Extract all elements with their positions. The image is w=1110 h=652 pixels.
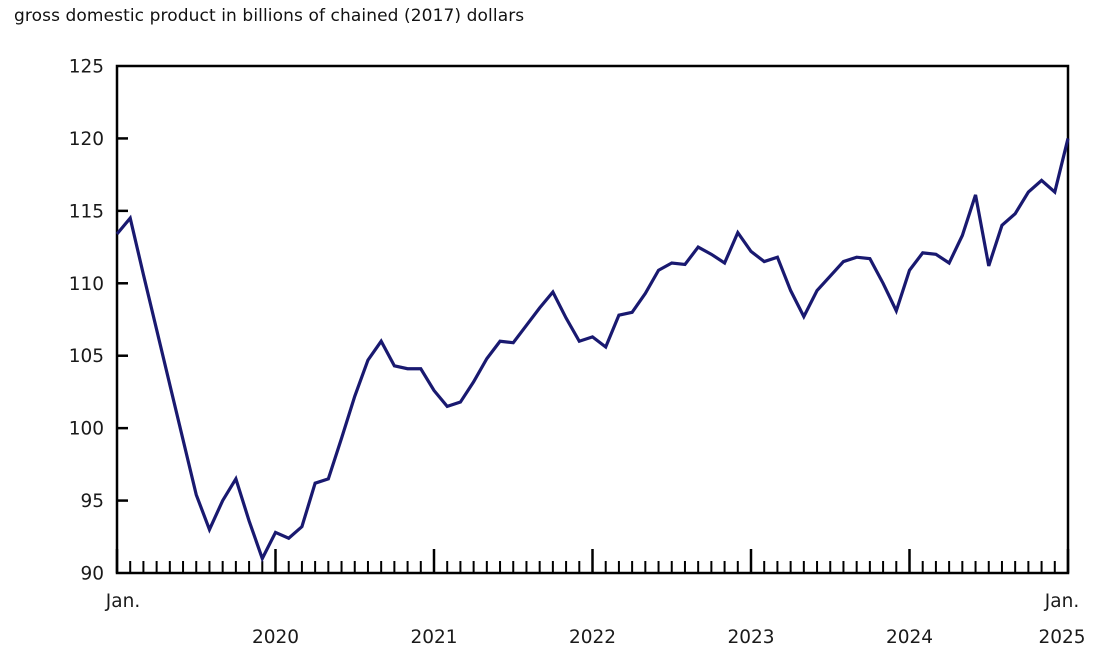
x-axis-year-label: 2024 <box>886 627 933 648</box>
y-axis-tick-label: 95 <box>80 491 104 512</box>
x-axis-year-label: 2021 <box>410 627 457 648</box>
page-title: gross domestic product in billions of ch… <box>14 6 525 26</box>
plot-frame <box>115 64 1070 575</box>
y-axis-ticks <box>117 137 128 502</box>
x-axis-tick-labels: Jan. Jan. 2020 2021 2022 2023 2024 2025 <box>105 591 1086 648</box>
x-axis-year-label: 2022 <box>569 627 616 648</box>
y-axis-tick-label: 115 <box>69 201 104 222</box>
x-axis-year-label: 2020 <box>252 627 299 648</box>
y-axis-tick-label: 120 <box>69 129 104 150</box>
gdp-series-line <box>115 138 1070 563</box>
y-axis-tick-label: 110 <box>69 274 104 295</box>
y-axis-tick-labels: 90 95 100 105 110 115 120 125 <box>69 57 104 585</box>
x-axis-ticks <box>115 549 1070 573</box>
y-axis-tick-label: 90 <box>80 564 104 585</box>
x-axis-year-label: 2025 <box>1038 627 1085 648</box>
x-axis-month-label: Jan. <box>1044 591 1079 612</box>
y-axis-tick-label: 100 <box>69 419 104 440</box>
y-axis-tick-label: 125 <box>69 57 104 78</box>
x-axis-year-label: 2023 <box>727 627 774 648</box>
y-axis-tick-label: 105 <box>69 346 104 367</box>
x-axis-month-label: Jan. <box>105 591 140 612</box>
